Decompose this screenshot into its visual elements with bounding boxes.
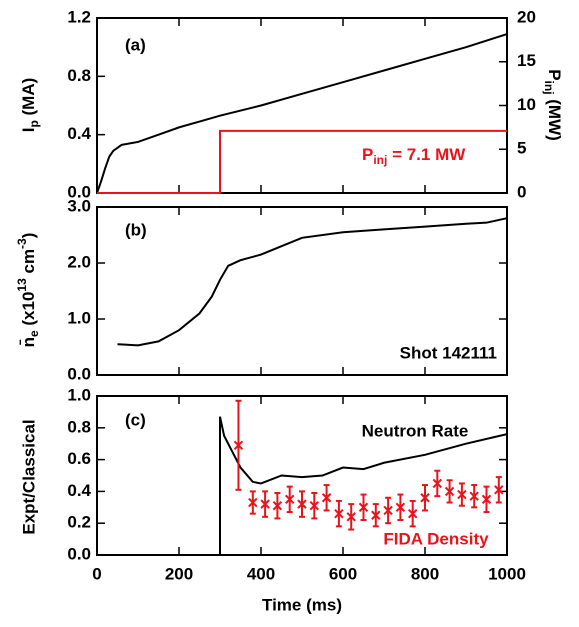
y-tick-label: 0.8 xyxy=(67,417,91,436)
y-tick-label: 1.0 xyxy=(67,308,91,327)
point xyxy=(432,478,443,489)
point xyxy=(297,499,307,509)
label-part: (x10 xyxy=(19,292,38,331)
point xyxy=(457,489,467,500)
label-part: e xyxy=(27,330,41,337)
y-tick-label: 3.0 xyxy=(67,196,91,215)
label-part: p xyxy=(27,120,41,127)
point xyxy=(444,486,455,497)
point xyxy=(284,494,295,505)
x-tick-label: 0 xyxy=(92,564,101,583)
annotation-part: = 7.1 MW xyxy=(387,145,466,164)
y2-tick-label: 15 xyxy=(517,51,536,70)
annotation: Shot 142111 xyxy=(400,343,497,362)
annotation: FIDA Density xyxy=(383,529,489,548)
y-tick-label: 0.4 xyxy=(67,481,91,500)
label-part: I xyxy=(19,128,38,133)
y-axis-label: Ip (MA) xyxy=(19,78,41,133)
point xyxy=(334,508,344,519)
point xyxy=(358,502,369,513)
x-tick-label: 1000 xyxy=(488,564,526,583)
point xyxy=(346,512,356,522)
label-part: cm xyxy=(19,249,38,278)
panel-label: (a) xyxy=(125,35,146,54)
x-tick-label: 200 xyxy=(165,564,193,583)
point xyxy=(248,497,258,508)
label-part: n̄ xyxy=(19,337,38,347)
label-part: P xyxy=(545,69,564,80)
y-tick-label: 1.2 xyxy=(67,7,91,26)
point xyxy=(494,485,504,495)
plot-frame xyxy=(96,395,508,556)
y-tick-label: 0.4 xyxy=(67,124,91,143)
label-part: -3 xyxy=(15,238,29,249)
x-tick-label: 800 xyxy=(411,564,439,583)
annotation-part: P xyxy=(362,145,373,164)
point xyxy=(371,510,381,520)
point xyxy=(420,493,430,503)
y2-tick-label: 0 xyxy=(517,182,526,201)
x-axis-label: Time (ms) xyxy=(262,595,342,614)
point xyxy=(309,501,320,511)
y-tick-label: 0.0 xyxy=(67,544,91,563)
point xyxy=(407,508,418,519)
point xyxy=(395,502,406,513)
line xyxy=(96,33,508,194)
y2-axis-label: Pinj (MW) xyxy=(542,69,564,141)
y-tick-label: 0.8 xyxy=(67,66,91,85)
annotation: Pinj = 7.1 MW xyxy=(362,145,466,167)
label-part: inj xyxy=(542,81,556,95)
label-part: (MA) xyxy=(19,78,38,120)
label-part: 13 xyxy=(15,278,29,292)
y-tick-label: 1.0 xyxy=(67,385,91,404)
y-tick-label: 0.0 xyxy=(67,182,91,201)
point xyxy=(233,440,244,450)
annotation-part: inj xyxy=(373,153,387,167)
point xyxy=(272,501,283,511)
y-axis-label: n̄e (x1013 cm-3) xyxy=(15,233,41,348)
y2-tick-label: 10 xyxy=(517,95,536,114)
label-part: (MW) xyxy=(545,95,564,141)
panel-label: (b) xyxy=(125,220,147,239)
point xyxy=(481,494,492,505)
y2-tick-label: 5 xyxy=(517,139,526,158)
plot-frame xyxy=(96,206,508,376)
y-tick-label: 0.6 xyxy=(67,449,91,468)
panel-label: (c) xyxy=(125,410,146,429)
x-tick-label: 400 xyxy=(247,564,275,583)
y-tick-label: 0.2 xyxy=(67,513,91,532)
line xyxy=(117,217,508,347)
y2-tick-label: 20 xyxy=(517,7,536,26)
y-tick-label: 2.0 xyxy=(67,252,91,271)
line xyxy=(219,416,508,555)
y-tick-label: 0.0 xyxy=(67,364,91,383)
x-tick-label: 600 xyxy=(329,564,357,583)
plot-frame xyxy=(96,17,508,194)
point xyxy=(260,499,270,509)
annotation: Neutron Rate xyxy=(362,421,469,440)
point xyxy=(321,493,332,503)
y-axis-label: Expt/Classical xyxy=(19,419,38,534)
point xyxy=(469,491,479,501)
point xyxy=(383,505,393,516)
label-part: ) xyxy=(19,233,38,239)
line xyxy=(97,129,507,194)
